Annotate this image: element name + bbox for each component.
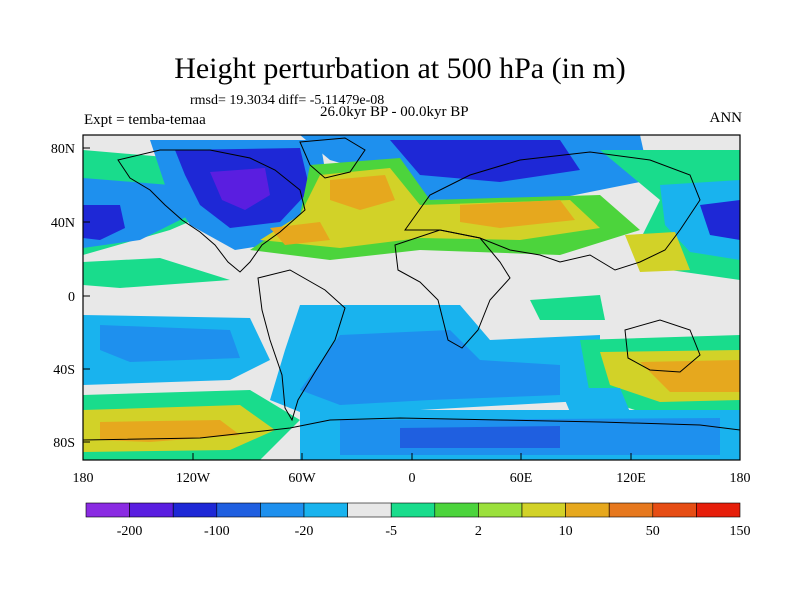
field-patch: [640, 360, 740, 392]
coastlines: [82, 137, 741, 441]
colorbar-swatch: [260, 502, 305, 518]
field-patch: [330, 175, 395, 210]
colorbar-swatch: [478, 502, 523, 518]
colorbar-swatch: [608, 502, 654, 518]
colorbar-swatch: [521, 502, 566, 518]
colorbar-label: -20: [295, 524, 314, 539]
lat-tick-label: 80S: [53, 436, 75, 451]
latitude-axis: 80N 40N 0 40S 80S: [51, 142, 90, 451]
colorbar-swatch: [652, 502, 697, 518]
colorbar-swatch: [696, 502, 741, 518]
colorbar-swatch: [85, 502, 130, 518]
field-patch: [390, 140, 580, 182]
field-patch: [100, 325, 240, 362]
period-label: 26.0kyr BP - 00.0kyr BP: [320, 104, 469, 120]
colorbar-label: 50: [646, 524, 660, 539]
lon-tick-label: 180: [73, 471, 94, 486]
antarctica-coast: [82, 417, 741, 441]
field-patch: [100, 420, 240, 442]
experiment-label: Expt = temba-temaa: [84, 112, 206, 128]
colorbar-swatch: [434, 502, 479, 518]
colorbar-swatch: [129, 502, 174, 518]
colorbar-swatch: [390, 502, 436, 518]
field-patch: [83, 258, 230, 288]
colorbar-label: 2: [475, 524, 482, 539]
colorbar-label: -200: [117, 524, 143, 539]
plot-title: Height perturbation at 500 hPa (in m): [174, 52, 626, 85]
field-patch: [210, 168, 270, 210]
longitude-axis: 180 120W 60W 0 60E 120E 180: [73, 453, 751, 486]
field-patch: [460, 200, 575, 228]
lon-tick-label: 60W: [288, 471, 316, 486]
lon-tick-label: 120E: [616, 471, 646, 486]
colorbar-label: 10: [559, 524, 573, 539]
south-america-coast: [257, 269, 346, 422]
colorbar-label: -5: [385, 524, 397, 539]
lat-tick-label: 40N: [51, 216, 75, 231]
field-patch: [560, 388, 630, 412]
colorbar-swatch: [565, 502, 610, 518]
lon-tick-label: 60E: [510, 471, 533, 486]
lat-tick-label: 40S: [53, 363, 75, 378]
colorbar-swatch: [303, 502, 348, 518]
australia-coast: [624, 319, 701, 373]
colorbar: [85, 502, 741, 518]
field-patch: [530, 295, 605, 320]
height-field: [83, 135, 740, 460]
colorbar-swatch: [172, 502, 218, 518]
lat-tick-label: 80N: [51, 142, 75, 157]
north-america-coast: [117, 149, 306, 273]
field-patch: [700, 200, 740, 240]
colorbar-label: -100: [204, 524, 230, 539]
eurasia-coast: [404, 151, 701, 271]
colorbar-swatch: [347, 502, 392, 518]
lon-tick-label: 180: [730, 471, 751, 486]
colorbar-swatch: [216, 502, 261, 518]
field-patch: [660, 180, 740, 260]
lat-tick-label: 0: [68, 290, 75, 305]
lon-tick-label: 120W: [176, 471, 211, 486]
colorbar-label: 150: [730, 524, 751, 539]
season-label: ANN: [709, 110, 743, 126]
field-patch: [400, 426, 560, 448]
field-patch: [300, 330, 560, 405]
field-patch: [83, 205, 125, 240]
lon-tick-label: 0: [409, 471, 416, 486]
field-patch: [625, 232, 690, 272]
stats-label: rmsd= 19.3034 diff= -5.11479e-08: [190, 93, 385, 108]
greenland-coast: [299, 137, 366, 179]
colorbar-labels: -200 -100 -20 -5 2 10 50 150: [117, 524, 751, 539]
